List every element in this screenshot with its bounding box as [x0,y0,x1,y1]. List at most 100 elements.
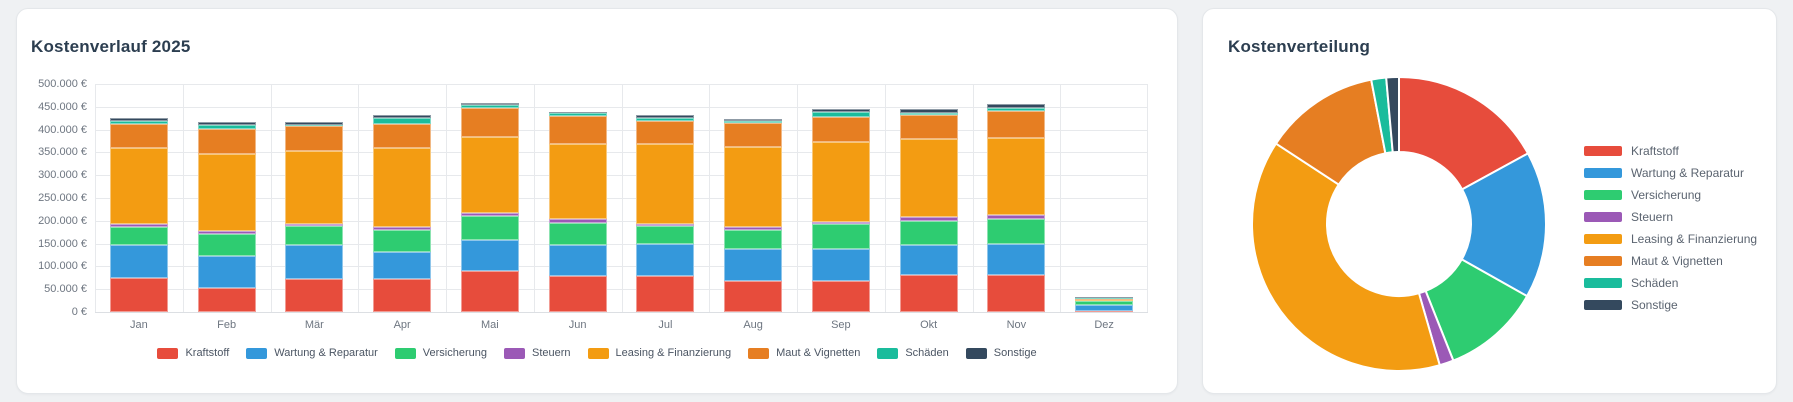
legend-item[interactable]: Schäden [1584,272,1757,294]
bar-segment [1075,297,1134,299]
bar-segment [899,112,958,116]
x-tick-label: Sep [831,319,851,331]
gridline [182,84,184,312]
legend-label: Schäden [1631,276,1679,290]
legend-swatch [1584,234,1622,244]
x-tick-label: Mär [304,319,324,331]
bar-segment [811,112,870,118]
legend-swatch [1584,212,1622,222]
bar-segment [197,288,256,312]
bar-segment [899,139,958,217]
legend-item[interactable]: Wartung & Reparatur [1584,162,1757,184]
legend-swatch [246,347,268,359]
legend-item[interactable]: Versicherung [394,347,487,359]
bar-segment [460,136,519,214]
legend-swatch [587,347,609,359]
legend-swatch [504,347,526,359]
legend-item[interactable]: Steuern [504,347,571,359]
x-tick-label: Jul [658,319,673,331]
bar-segment [724,123,783,147]
cost-distribution-card: Kostenverteilung Kraftstoff Wartung & Rep… [1202,8,1777,394]
bar-segment [899,275,958,312]
donut-slice [1398,76,1530,191]
bar-segment [1075,298,1134,300]
bar-segment [811,221,870,225]
bar-segment [811,109,870,113]
x-tick-label: Apr [393,319,411,331]
bar-segment [899,220,958,245]
bar-segment [724,281,783,312]
legend-item[interactable]: Sonstige [965,347,1037,359]
bar-segment [548,244,607,277]
bar-segment [373,230,432,252]
legend-swatch [877,347,899,359]
legend-item[interactable]: Maut & Vignetten [748,347,860,359]
bar-segment [460,215,519,240]
gridline [797,84,798,312]
bar-segment [197,121,256,126]
bar-segment [1075,299,1134,301]
bar-segment [285,125,344,151]
bar-segment [811,117,870,142]
legend-item[interactable]: Sonstige [1584,294,1757,316]
legend-label: Steuern [1631,210,1674,224]
y-tick-label: 200.000 € [38,214,87,227]
legend-swatch [748,347,770,359]
bar-chart-legend: Kraftstoff Wartung & Reparatur Versicherun… [31,347,1163,359]
bar-stack-aug [724,118,783,312]
bar-segment [899,244,958,276]
gridline [358,84,360,312]
y-tick-label: 350.000 € [38,146,87,159]
y-tick-label: 150.000 € [38,237,87,250]
cost-trend-card: Kostenverlauf 2025 500.000 € 450.000 € 400… [16,8,1178,394]
bar-segment [460,107,519,137]
bar-segment [987,138,1046,215]
legend-label: Wartung & Reparatur [1631,166,1744,180]
gridline [972,84,974,312]
bar-segment [636,275,695,312]
y-tick-label: 50.000 € [44,283,87,296]
legend-swatch [157,347,179,359]
bar-segment [1075,304,1134,312]
legend-swatch [1584,168,1622,178]
bar-stack-mär [285,122,344,312]
bar-segment [109,224,168,228]
legend-label: Kraftstoff [185,347,230,359]
legend-swatch [1584,278,1622,288]
bar-segment [548,115,607,145]
legend-swatch [394,347,416,359]
bar-stack-jun [548,111,607,312]
legend-item[interactable]: Maut & Vignetten [1584,250,1757,272]
bar-segment [285,124,344,126]
bar-segment [109,227,168,245]
bar-segment [548,113,607,116]
legend-label: Kraftstoff [1631,144,1679,158]
x-tick-label: Aug [743,319,763,331]
gridline [709,84,711,312]
legend-swatch [1584,300,1622,310]
y-axis: 500.000 € 450.000 € 400.000 € 350.000 € 300.… [17,78,87,318]
y-tick-label: 500.000 € [38,78,87,90]
legend-item[interactable]: Kraftstoff [1584,140,1757,162]
bar-segment [987,214,1046,220]
bar-segment [285,225,344,245]
legend-item[interactable]: Kraftstoff [157,347,229,359]
bar-segment [109,121,168,125]
legend-item[interactable]: Leasing & Finanzierung [587,347,731,359]
bar-segment [197,230,256,234]
bar-segment [1075,311,1134,312]
legend-item[interactable]: Schäden [877,347,949,359]
bar-stack-jan [109,118,168,312]
bar-segment [285,224,344,226]
bar-stack-okt [899,109,958,312]
y-tick-label: 250.000 € [38,192,87,204]
legend-item[interactable]: Leasing & Finanzierung [1584,228,1757,250]
bar-segment [109,244,168,279]
bar-segment [373,148,432,227]
legend-item[interactable]: Wartung & Reparatur [246,347,378,359]
legend-item[interactable]: Steuern [1584,206,1757,228]
bar-segment [636,117,695,121]
x-axis: Jan Feb Mär Apr Mai Jun Jul Aug Sep Okt Nov Dez [95,319,1148,333]
bar-stack-feb [197,121,256,312]
legend-item[interactable]: Versicherung [1584,184,1757,206]
